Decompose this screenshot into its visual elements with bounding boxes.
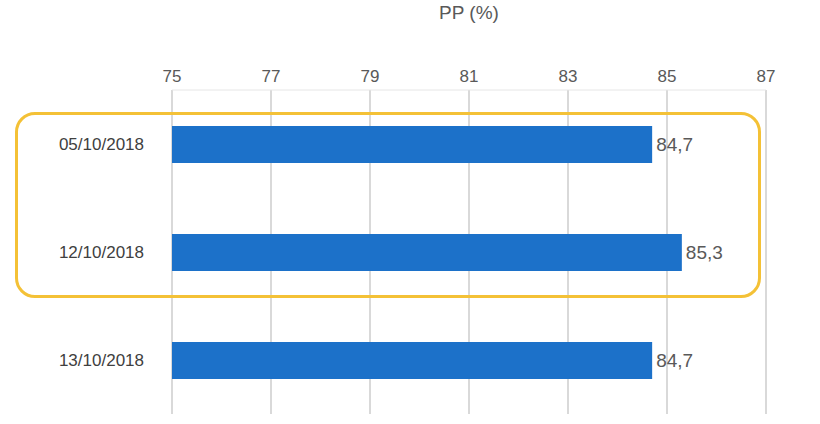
svg-text:85,3: 85,3 [686,242,723,263]
svg-text:05/10/2018: 05/10/2018 [59,135,144,154]
svg-text:77: 77 [262,67,281,86]
svg-text:81: 81 [460,67,479,86]
svg-text:83: 83 [559,67,578,86]
svg-text:84,7: 84,7 [656,134,693,155]
svg-text:13/10/2018: 13/10/2018 [59,351,144,370]
svg-text:85: 85 [658,67,677,86]
html-text:PP (%): PP (%) [439,2,499,23]
svg-text:79: 79 [361,67,380,86]
svg-text:75: 75 [163,67,182,86]
svg-text:84,7: 84,7 [656,350,693,371]
svg-text:87: 87 [757,67,776,86]
svg-text:12/10/2018: 12/10/2018 [59,243,144,262]
